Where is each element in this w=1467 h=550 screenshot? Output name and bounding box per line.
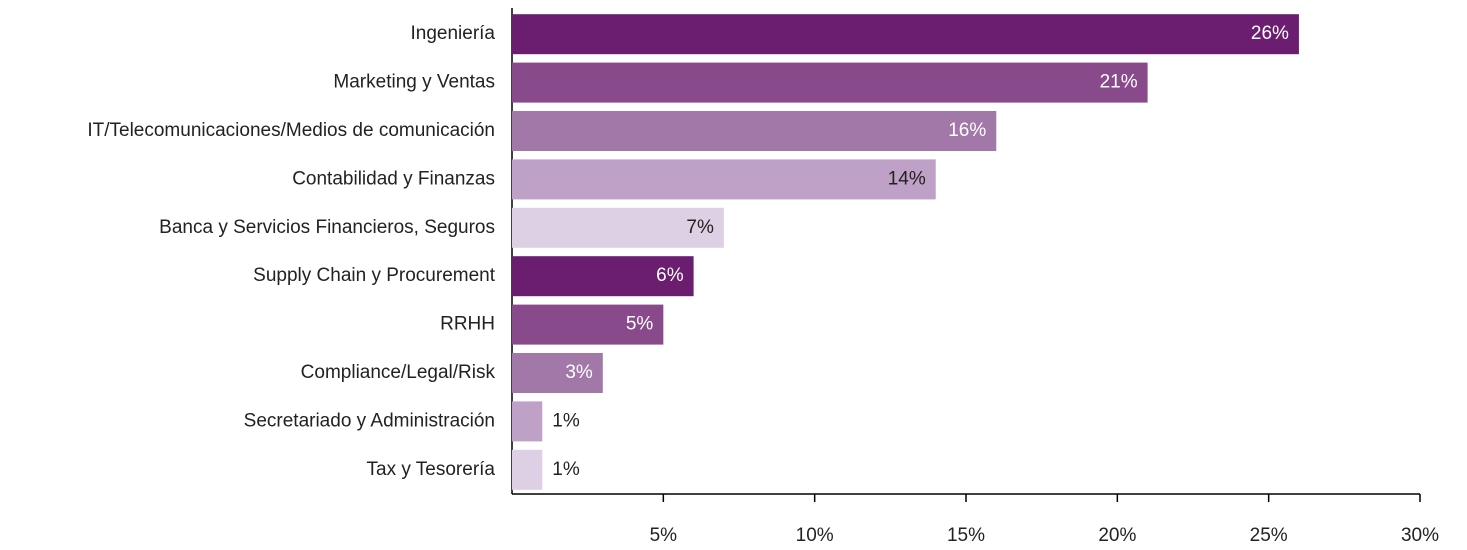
- x-tick-label: 20%: [1098, 525, 1136, 546]
- bar: [512, 256, 694, 297]
- value-label: 21%: [1100, 72, 1138, 93]
- value-label: 1%: [552, 410, 580, 431]
- bar: [512, 111, 997, 151]
- x-tick-label: 30%: [1401, 525, 1439, 546]
- x-tick-label: 15%: [947, 525, 985, 546]
- value-label: 26%: [1251, 23, 1289, 44]
- category-label: IT/Telecomunicaciones/Medios de comunica…: [87, 120, 495, 141]
- x-tick-label: 5%: [650, 525, 678, 546]
- bar: [512, 207, 724, 248]
- category-label: Tax y Tesorería: [367, 459, 496, 480]
- bar: [512, 353, 603, 393]
- value-label: 3%: [565, 362, 593, 383]
- value-label: 7%: [686, 217, 714, 238]
- value-label: 5%: [626, 314, 654, 335]
- bar: [512, 62, 1148, 103]
- category-label: Secretariado y Administración: [244, 410, 495, 431]
- bar: [512, 159, 936, 200]
- value-label: 1%: [552, 459, 580, 480]
- category-label: Ingeniería: [410, 23, 495, 44]
- category-label: RRHH: [440, 314, 495, 335]
- category-label: Contabilidad y Finanzas: [292, 168, 495, 189]
- category-label: Supply Chain y Procurement: [253, 265, 496, 286]
- value-label: 16%: [948, 120, 986, 141]
- x-tick-label: 25%: [1250, 525, 1288, 546]
- category-label: Marketing y Ventas: [333, 72, 495, 93]
- value-label: 14%: [888, 168, 926, 189]
- bar: [512, 304, 664, 345]
- bar: [512, 449, 543, 490]
- x-tick-label: 10%: [796, 525, 834, 546]
- bar: [512, 14, 1299, 55]
- value-label: 6%: [656, 265, 684, 286]
- bar: [512, 401, 543, 442]
- category-label: Compliance/Legal/Risk: [301, 362, 496, 383]
- category-label: Banca y Servicios Financieros, Seguros: [159, 217, 495, 238]
